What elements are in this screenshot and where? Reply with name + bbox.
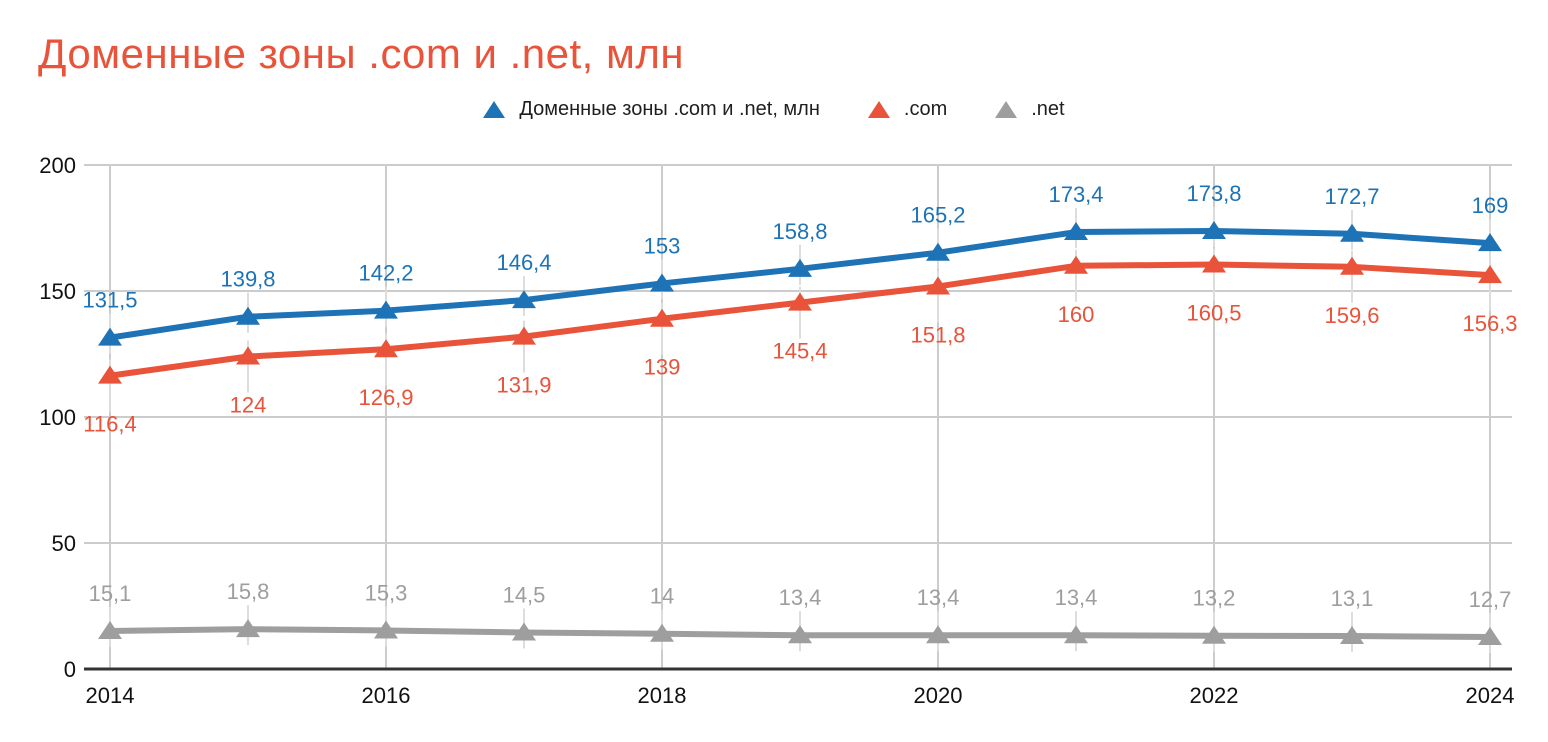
data-point-marker: [98, 365, 122, 384]
data-point-marker: [1064, 625, 1088, 644]
data-point-label: 156,3: [1462, 311, 1517, 336]
y-axis-tick-label: 50: [52, 531, 76, 556]
data-point-label: 160: [1058, 302, 1095, 327]
data-point-marker: [512, 622, 536, 641]
data-point-label: 15,3: [365, 580, 408, 605]
y-axis-tick-label: 150: [39, 279, 76, 304]
legend-label: .net: [1031, 98, 1065, 120]
data-point-label: 146,4: [496, 250, 551, 275]
data-point-label: 126,9: [358, 385, 413, 410]
data-point-marker: [512, 290, 536, 309]
legend-item-com[interactable]: .com: [867, 98, 948, 121]
chart-title: Доменные зоны .com и .net, млн: [38, 30, 685, 77]
data-point-marker: [650, 273, 674, 292]
data-point-marker: [1202, 625, 1226, 644]
x-axis-tick-label: 2018: [638, 683, 687, 708]
data-point-marker: [1202, 221, 1226, 240]
data-point-label: 172,7: [1324, 184, 1379, 209]
data-point-label: 13,4: [917, 585, 960, 610]
data-point-label: 169: [1472, 193, 1509, 218]
data-point-label: 15,8: [227, 579, 270, 604]
triangle-marker-icon: [867, 101, 890, 118]
data-point-marker: [1478, 265, 1502, 284]
triangle-marker-icon: [995, 101, 1018, 118]
data-point-label: 116,4: [83, 412, 136, 437]
data-point-marker: [788, 625, 812, 644]
data-point-label: 173,8: [1186, 181, 1241, 206]
data-point-marker: [788, 292, 812, 311]
data-point-label: 165,2: [910, 203, 965, 228]
data-point-label: 153: [644, 233, 681, 258]
data-point-marker: [236, 346, 260, 365]
y-axis: 0 50 100 150 200: [39, 153, 76, 682]
data-point-label: 131,9: [496, 373, 551, 398]
data-point-marker: [926, 276, 950, 295]
y-axis-tick-label: 100: [39, 405, 76, 430]
x-axis-tick-label: 2020: [914, 683, 963, 708]
data-point-marker: [926, 625, 950, 644]
data-point-label: 13,4: [779, 585, 822, 610]
series-net: 15,1 15,8 15,3 14,5 14 13,4 13,4 13,4 13,2 13,1 12…: [89, 579, 1512, 645]
legend: Доменные зоны .com и .net, млн .com .net: [0, 98, 1548, 121]
data-point-marker: [1340, 625, 1364, 644]
data-point-marker: [926, 242, 950, 261]
data-point-label: 142,2: [358, 261, 413, 286]
legend-label: .com: [903, 98, 948, 120]
legend-item-total[interactable]: Доменные зоны .com и .net, млн: [483, 98, 820, 121]
data-point-marker: [512, 326, 536, 345]
data-point-label: 173,4: [1048, 182, 1103, 207]
data-point-label: 14: [650, 584, 674, 609]
x-axis-tick-label: 2016: [362, 683, 411, 708]
x-axis-tick-label: 2024: [1466, 683, 1515, 708]
triangle-marker-icon: [483, 101, 506, 118]
legend-item-net[interactable]: .net: [995, 98, 1065, 121]
data-point-marker: [236, 619, 260, 638]
data-point-marker: [1064, 255, 1088, 274]
data-point-marker: [374, 620, 398, 639]
x-axis-tick-label: 2022: [1190, 683, 1239, 708]
legend-label: Доменные зоны .com и .net, млн: [519, 98, 820, 120]
data-point-marker: [98, 327, 122, 346]
data-point-label: 13,1: [1331, 586, 1374, 611]
data-point-marker: [1478, 233, 1502, 252]
x-axis: 2014 2016 2018 2020 2022 2024: [86, 683, 1515, 708]
data-point-label: 145,4: [772, 339, 827, 364]
data-point-marker: [98, 620, 122, 639]
x-axis-tick-label: 2014: [86, 683, 135, 708]
data-point-label: 13,2: [1193, 586, 1236, 611]
data-point-marker: [650, 623, 674, 642]
data-point-marker: [1064, 222, 1088, 241]
y-axis-tick-label: 0: [64, 657, 76, 682]
data-point-label: 124: [230, 393, 267, 418]
data-point-marker: [374, 339, 398, 358]
data-point-marker: [236, 306, 260, 325]
data-point-label: 13,4: [1055, 585, 1098, 610]
series-com: 116,4 124 126,9 131,9 139 145,4 151,8 160 160,5 1…: [83, 254, 1518, 437]
data-point-marker: [1340, 256, 1364, 275]
data-point-marker: [650, 308, 674, 327]
series-total: 131,5 139,8 142,2 146,4 153 158,8 165,2 173,4 17…: [82, 181, 1508, 346]
data-point-marker: [1202, 254, 1226, 273]
data-point-label: 131,5: [82, 288, 137, 313]
data-point-label: 159,6: [1324, 303, 1379, 328]
data-point-label: 160,5: [1186, 301, 1241, 326]
data-point-label: 158,8: [772, 219, 827, 244]
data-point-label: 139,8: [220, 267, 275, 292]
data-point-label: 139: [644, 355, 681, 380]
data-point-label: 14,5: [503, 582, 546, 607]
data-point-marker: [374, 300, 398, 319]
data-point-marker: [788, 258, 812, 277]
y-axis-tick-label: 200: [39, 153, 76, 178]
data-point-label: 12,7: [1469, 587, 1512, 612]
data-point-marker: [1340, 223, 1364, 242]
data-point-label: 151,8: [910, 322, 965, 347]
data-point-marker: [1478, 626, 1502, 645]
data-point-label: 15,1: [89, 581, 132, 606]
